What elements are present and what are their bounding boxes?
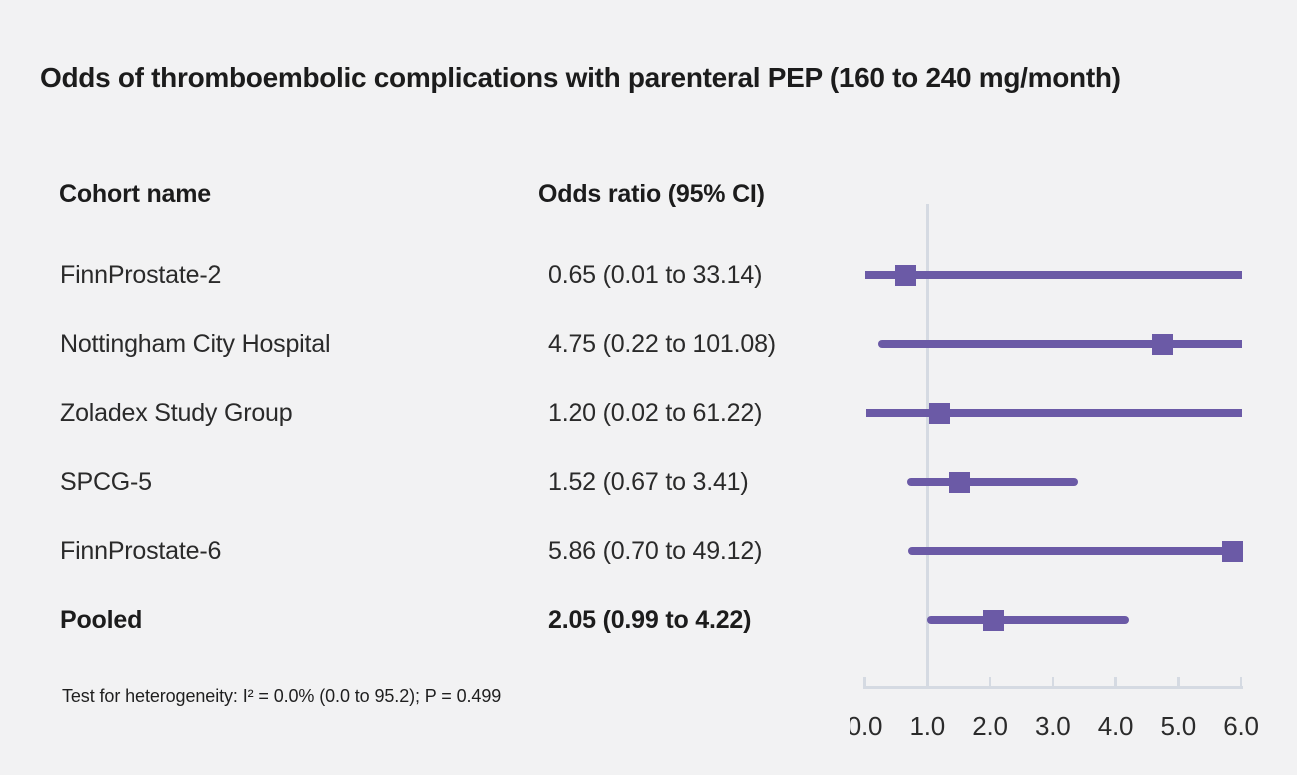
odds-ratio-marker: [1152, 333, 1174, 355]
x-axis-tick-label: 0.0: [850, 711, 883, 741]
ci-line: [926, 616, 1130, 624]
odds-ratio-ci-value: 2.05 (0.99 to 4.22): [548, 606, 752, 634]
column-header-odds-ratio: Odds ratio (95% CI): [538, 180, 765, 208]
x-axis-tick: [1177, 677, 1180, 686]
x-axis-tick-label: 2.0: [972, 711, 1008, 741]
odds-ratio-marker: [894, 264, 916, 286]
x-axis-tick: [1051, 677, 1054, 686]
x-axis-tick: [988, 677, 992, 686]
reference-line: [926, 204, 929, 688]
x-axis-tick-label: 5.0: [1160, 711, 1197, 741]
cohort-label: Zoladex Study Group: [60, 399, 293, 427]
odds-ratio-ci-value: 1.52 (0.67 to 3.41): [548, 468, 749, 496]
odds-ratio-marker: [1221, 540, 1243, 562]
ci-line: [908, 547, 1242, 555]
x-axis-tick-label: 3.0: [1034, 711, 1071, 741]
chart-title: Odds of thromboembolic complications wit…: [40, 62, 1121, 93]
x-axis-tick-label: 6.0: [1223, 711, 1259, 741]
x-axis-tick-label: 4.0: [1097, 711, 1134, 741]
cohort-label: Nottingham City Hospital: [60, 330, 331, 358]
odds-ratio-ci-value: 4.75 (0.22 to 101.08): [548, 330, 776, 358]
cohort-label: Pooled: [60, 606, 143, 634]
ci-line: [906, 478, 1079, 486]
x-axis-tick: [863, 677, 866, 686]
x-axis-tick: [926, 677, 929, 686]
odds-ratio-ci-value: 0.65 (0.01 to 33.14): [548, 261, 763, 289]
column-header-cohort: Cohort name: [59, 180, 211, 208]
odds-ratio-marker: [982, 609, 1004, 631]
cohort-label: FinnProstate-2: [60, 261, 222, 289]
plot-area: 0.0 1.0 2.0 3.0 4.0 5.0 6.0: [850, 195, 1280, 755]
odds-ratio-marker: [949, 471, 971, 493]
heterogeneity-footnote: Test for heterogeneity: I² = 0.0% (0.0 t…: [62, 686, 502, 706]
x-axis-tick: [1239, 677, 1243, 686]
odds-ratio-marker: [929, 402, 951, 424]
x-axis-tick-label: 1.0: [909, 711, 946, 741]
cohort-label: SPCG-5: [60, 468, 152, 496]
ci-line: [865, 271, 1242, 279]
odds-ratio-ci-value: 1.20 (0.02 to 61.22): [548, 399, 763, 427]
cohort-label: FinnProstate-6: [60, 537, 222, 565]
x-axis-line: [863, 686, 1243, 689]
ci-line: [878, 340, 1242, 348]
x-axis-tick: [1114, 677, 1117, 686]
odds-ratio-ci-value: 5.86 (0.70 to 49.12): [548, 537, 763, 565]
ci-line: [865, 409, 1242, 417]
